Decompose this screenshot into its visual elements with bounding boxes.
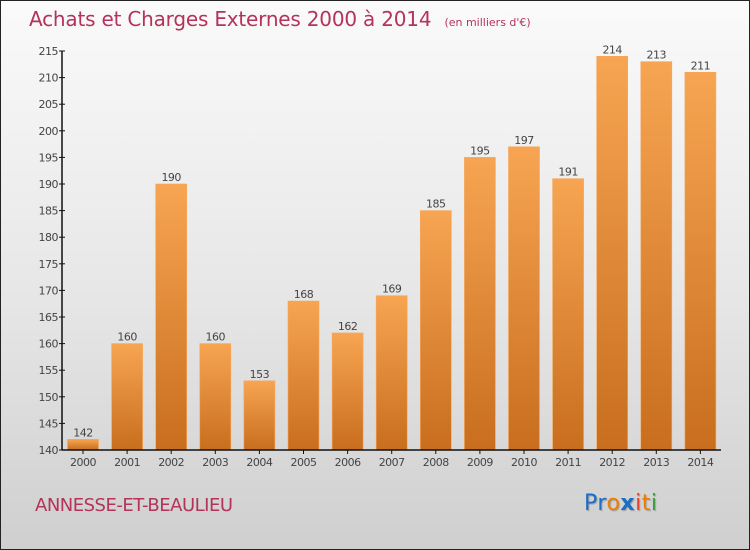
- logo-letter: r: [597, 491, 607, 516]
- bar-2008: [419, 210, 452, 451]
- chart-title: Achats et Charges Externes 2000 à 2014 (…: [29, 7, 531, 31]
- x-tick-label-2012: 2012: [599, 456, 625, 469]
- y-tick-label-165: 165: [39, 311, 59, 324]
- x-tick-label-2010: 2010: [511, 456, 537, 469]
- y-tick-label-190: 190: [39, 178, 59, 191]
- x-tick-label-2013: 2013: [643, 456, 669, 469]
- chart-unit-text: (en milliers d'€): [444, 16, 531, 29]
- y-tick-label-155: 155: [39, 364, 59, 377]
- x-tick-label-2002: 2002: [158, 456, 184, 469]
- x-tick-label-2006: 2006: [335, 456, 361, 469]
- y-tick-label-200: 200: [39, 125, 59, 138]
- data-label-2004: 153: [250, 368, 270, 381]
- data-label-2000: 142: [73, 426, 93, 439]
- x-tick-label-2001: 2001: [114, 456, 140, 469]
- y-tick-label-170: 170: [39, 284, 59, 297]
- x-tick-label-2014: 2014: [687, 456, 713, 469]
- x-tick-label-2008: 2008: [423, 456, 449, 469]
- bar-2005: [287, 300, 320, 451]
- bar-2002: [155, 183, 187, 451]
- data-label-2010: 197: [514, 134, 534, 147]
- bar-2007: [375, 295, 408, 451]
- x-tick-label-2005: 2005: [291, 456, 317, 469]
- y-axis: 140 145 150 155 160 165 170 175 180 185 190 195 200 2…: [39, 45, 65, 457]
- bar-2011: [552, 178, 584, 451]
- logo-letter: i: [635, 491, 642, 516]
- data-label-2013: 213: [647, 49, 667, 62]
- y-tick-label-215: 215: [39, 45, 59, 58]
- logo-letter: x: [620, 491, 636, 516]
- y-tick-label-210: 210: [39, 72, 59, 85]
- y-tick-label-195: 195: [39, 151, 59, 164]
- bar-2000: [67, 439, 99, 451]
- bar-2010: [508, 146, 540, 451]
- logo-letter: o: [606, 491, 621, 516]
- proxiti-logo: Proxiti: [584, 491, 658, 516]
- y-tick-label-145: 145: [39, 417, 59, 430]
- data-label-2003: 160: [206, 331, 226, 344]
- data-label-2007: 169: [382, 283, 402, 296]
- logo-letter: t: [641, 491, 651, 516]
- chart-title-text: Achats et Charges Externes 2000 à 2014: [29, 7, 432, 31]
- data-label-2011: 191: [558, 166, 578, 179]
- data-label-2008: 185: [426, 198, 446, 211]
- data-label-2001: 160: [117, 331, 137, 344]
- bar-2014: [684, 71, 717, 451]
- bars-group: [67, 56, 717, 451]
- bar-2003: [199, 343, 232, 451]
- bar-2006: [331, 332, 364, 451]
- data-labels-group: 142 160 190 160 153 168 162 169 185 195 197 191 214 2…: [73, 43, 710, 439]
- y-tick-label-140: 140: [39, 444, 59, 457]
- bar-2012: [596, 56, 629, 451]
- data-label-2002: 190: [161, 171, 181, 184]
- data-label-2014: 211: [691, 59, 711, 72]
- y-tick-label-205: 205: [39, 98, 59, 111]
- bar-2009: [464, 157, 496, 451]
- town-name: ANNESSE-ET-BEAULIEU: [35, 495, 233, 516]
- bar-2004: [243, 380, 276, 451]
- logo-letter: P: [584, 491, 598, 516]
- bar-2013: [640, 61, 673, 451]
- x-tick-label-2004: 2004: [246, 456, 272, 469]
- y-tick-label-175: 175: [39, 258, 59, 271]
- x-tick-label-2011: 2011: [555, 456, 581, 469]
- logo-letter: i: [650, 491, 658, 516]
- data-label-2006: 162: [338, 320, 358, 333]
- y-tick-label-180: 180: [39, 231, 59, 244]
- y-tick-label-160: 160: [39, 338, 59, 351]
- y-tick-label-150: 150: [39, 391, 59, 404]
- x-tick-label-2000: 2000: [70, 456, 96, 469]
- x-axis: 2000 2001 2002 2003 2004 2005 2006 2007 2008 2009…: [62, 449, 721, 469]
- data-label-2009: 195: [470, 144, 490, 157]
- x-tick-label-2009: 2009: [467, 456, 493, 469]
- x-tick-label-2007: 2007: [379, 456, 405, 469]
- data-label-2005: 168: [294, 288, 314, 301]
- y-tick-label-185: 185: [39, 205, 59, 218]
- x-tick-label-2003: 2003: [202, 456, 228, 469]
- data-label-2012: 214: [602, 43, 622, 56]
- bar-2001: [111, 343, 143, 451]
